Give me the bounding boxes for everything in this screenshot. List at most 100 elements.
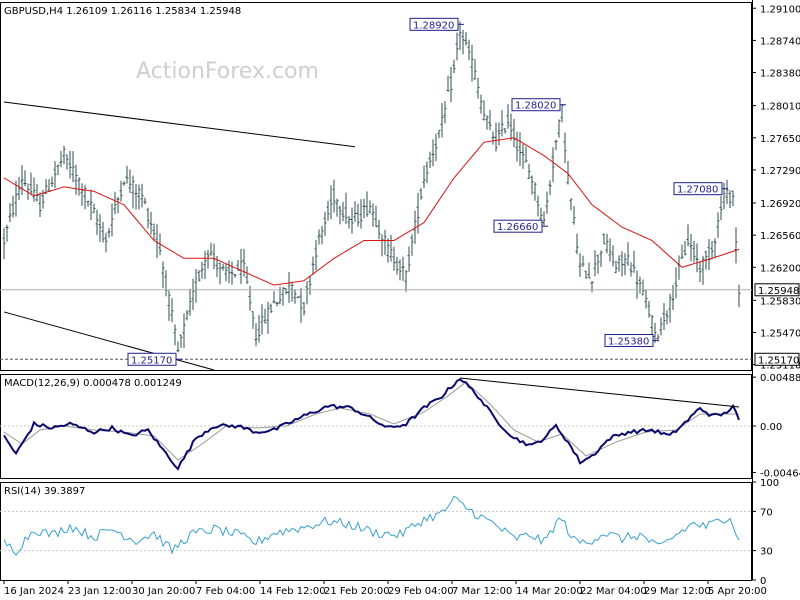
price-bar [659, 317, 663, 336]
price-bar [584, 270, 588, 279]
price-bar [443, 101, 447, 124]
price-bar [638, 276, 642, 294]
price-bar [299, 287, 303, 323]
price-bar [143, 197, 147, 205]
time-tick-label: 14 Feb 12:00 [260, 586, 326, 597]
current-price-label: 1.25948 [758, 286, 799, 297]
price-bar [725, 179, 729, 205]
price-bar [578, 253, 582, 277]
macd-panel: MACD(12,26,9) 0.000478 0.001249 0.004884 0… [0, 373, 800, 479]
price-bar [14, 180, 18, 217]
price-bar [467, 39, 471, 61]
price-bar [401, 256, 405, 281]
price-bar [410, 234, 414, 256]
price-tick-label: 1.25830 [760, 296, 800, 307]
price-bar [104, 232, 108, 253]
price-bar [563, 132, 567, 164]
price-bar [344, 192, 348, 224]
price-bar [548, 180, 552, 196]
price-bar [518, 132, 522, 166]
price-bar [290, 281, 294, 302]
price-tick-label: 1.29100 [760, 4, 800, 15]
support-price-box [754, 352, 800, 366]
price-bar [197, 269, 201, 282]
price-bar [734, 227, 738, 264]
price-annotation-label: 1.28020 [515, 101, 556, 112]
price-bar [614, 260, 618, 274]
price-bar [590, 281, 594, 293]
price-bar [335, 198, 339, 217]
price-bar [413, 210, 417, 244]
price-bar [89, 189, 93, 221]
symbol-header: GBPUSD,H4 1.26109 1.26116 1.25834 1.2594… [4, 6, 241, 17]
price-bar [371, 203, 375, 227]
price-bar [326, 200, 330, 221]
price-bar [185, 309, 189, 321]
price-overlays: 1.28920 1.28020 1.26660 1.27080 1.25380 1.251… [0, 17, 752, 371]
price-bar [653, 322, 657, 343]
rsi-label: RSI(14) 39.3897 [4, 486, 85, 497]
price-bar [680, 244, 684, 259]
watermark: ActionForex.com [136, 59, 319, 84]
pane-border-1 [0, 2, 752, 371]
price-bar [365, 191, 369, 217]
price-bar [122, 181, 126, 186]
price-bar [608, 238, 612, 262]
price-bar [146, 207, 150, 229]
price-bar [692, 240, 696, 263]
price-bar [62, 145, 66, 165]
time-tick-label: 22 Mar 04:00 [580, 586, 647, 597]
price-bar [308, 275, 312, 295]
price-bar [716, 212, 720, 238]
price-bar [128, 169, 132, 193]
price-bar [506, 104, 510, 129]
price-bar [56, 164, 60, 176]
price-bar [557, 119, 561, 138]
price-trendline-2 [3, 311, 215, 371]
price-bar [368, 200, 372, 214]
price-bar [494, 122, 498, 152]
price-bar [23, 170, 27, 187]
price-bar [398, 259, 402, 281]
price-bar [293, 288, 297, 304]
price-bar [671, 284, 675, 310]
price-bar [428, 151, 432, 168]
price-bar [86, 200, 90, 207]
price-bar [266, 301, 270, 335]
price-bar [65, 154, 69, 170]
price-bar [50, 176, 54, 187]
price-tick-label: 1.27650 [760, 134, 800, 145]
price-bar [200, 261, 204, 279]
price-bar [221, 263, 225, 271]
price-bar [620, 251, 624, 277]
price-bar [713, 238, 717, 259]
price-bar [554, 139, 558, 151]
price-bar [419, 187, 423, 200]
price-bar [80, 183, 84, 206]
price-bar [389, 235, 393, 262]
price-bar [140, 183, 144, 208]
rsi-tick-label: 70 [760, 507, 773, 518]
price-bar [263, 308, 267, 324]
price-bar [434, 133, 438, 161]
price-bar [188, 288, 192, 316]
time-tick-label: 29 Mar 12:00 [644, 586, 711, 597]
price-bar [314, 239, 318, 271]
price-bar [329, 185, 333, 220]
price-bar [536, 195, 540, 217]
rsi-line [3, 495, 740, 556]
price-bar [593, 250, 597, 277]
price-bar [449, 66, 453, 103]
price-bar [227, 260, 231, 284]
price-bar [527, 163, 531, 180]
price-bar [503, 127, 507, 134]
price-bar [320, 225, 324, 245]
moving-average-line [3, 137, 740, 286]
price-bar [647, 300, 651, 318]
price-bar [611, 245, 615, 267]
price-bar [458, 21, 462, 51]
price-annotation-label: 1.26660 [497, 222, 538, 233]
price-bar [605, 233, 609, 254]
